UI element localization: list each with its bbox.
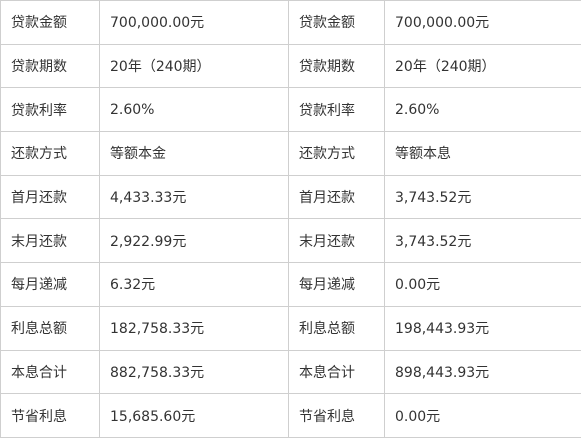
value-last-month-payment-left: 2,922.99元	[99, 218, 289, 264]
value-first-month-payment-left: 4,433.33元	[99, 174, 289, 220]
label-last-month-payment-left: 末月还款	[0, 218, 100, 264]
value-total-interest-left: 182,758.33元	[99, 305, 289, 351]
value-first-month-payment-right: 3,743.52元	[384, 174, 581, 220]
value-total-interest-right: 198,443.93元	[384, 305, 581, 351]
label-total-payment-right: 本息合计	[288, 349, 385, 395]
value-loan-amount-left: 700,000.00元	[99, 0, 289, 45]
label-total-interest-left: 利息总额	[0, 305, 100, 351]
label-first-month-payment-right: 首月还款	[288, 174, 385, 220]
label-last-month-payment-right: 末月还款	[288, 218, 385, 264]
label-monthly-decrease-right: 每月递减	[288, 262, 385, 307]
label-total-payment-left: 本息合计	[0, 349, 100, 395]
table-row-total-payment: 本息合计 882,758.33元 本息合计 898,443.93元	[0, 349, 581, 395]
label-total-interest-right: 利息总额	[288, 305, 385, 351]
table-row-last-month-payment: 末月还款 2,922.99元 末月还款 3,743.52元	[0, 218, 581, 264]
value-loan-term-right: 20年（240期）	[384, 43, 581, 89]
table-row-loan-term: 贷款期数 20年（240期） 贷款期数 20年（240期）	[0, 43, 581, 89]
table-row-first-month-payment: 首月还款 4,433.33元 首月还款 3,743.52元	[0, 174, 581, 220]
label-first-month-payment-left: 首月还款	[0, 174, 100, 220]
label-repayment-method-left: 还款方式	[0, 131, 100, 176]
label-interest-saved-right: 节省利息	[288, 393, 385, 438]
table-row-repayment-method: 还款方式 等额本金 还款方式 等额本息	[0, 131, 581, 176]
value-repayment-method-left: 等额本金	[99, 131, 289, 176]
table-row-interest-rate: 贷款利率 2.60% 贷款利率 2.60%	[0, 87, 581, 133]
value-monthly-decrease-left: 6.32元	[99, 262, 289, 307]
label-interest-rate-left: 贷款利率	[0, 87, 100, 133]
table-row-loan-amount: 贷款金额 700,000.00元 贷款金额 700,000.00元	[0, 0, 581, 45]
value-last-month-payment-right: 3,743.52元	[384, 218, 581, 264]
label-loan-amount-right: 贷款金额	[288, 0, 385, 45]
value-loan-term-left: 20年（240期）	[99, 43, 289, 89]
table-row-interest-saved: 节省利息 15,685.60元 节省利息 0.00元	[0, 393, 581, 438]
label-interest-saved-left: 节省利息	[0, 393, 100, 438]
value-interest-saved-right: 0.00元	[384, 393, 581, 438]
value-repayment-method-right: 等额本息	[384, 131, 581, 176]
label-interest-rate-right: 贷款利率	[288, 87, 385, 133]
value-interest-saved-left: 15,685.60元	[99, 393, 289, 438]
label-monthly-decrease-left: 每月递减	[0, 262, 100, 307]
value-interest-rate-right: 2.60%	[384, 87, 581, 133]
label-repayment-method-right: 还款方式	[288, 131, 385, 176]
value-total-payment-right: 898,443.93元	[384, 349, 581, 395]
table-row-total-interest: 利息总额 182,758.33元 利息总额 198,443.93元	[0, 305, 581, 351]
value-interest-rate-left: 2.60%	[99, 87, 289, 133]
value-total-payment-left: 882,758.33元	[99, 349, 289, 395]
value-monthly-decrease-right: 0.00元	[384, 262, 581, 307]
label-loan-term-left: 贷款期数	[0, 43, 100, 89]
value-loan-amount-right: 700,000.00元	[384, 0, 581, 45]
label-loan-amount-left: 贷款金额	[0, 0, 100, 45]
table-row-monthly-decrease: 每月递减 6.32元 每月递减 0.00元	[0, 262, 581, 307]
label-loan-term-right: 贷款期数	[288, 43, 385, 89]
